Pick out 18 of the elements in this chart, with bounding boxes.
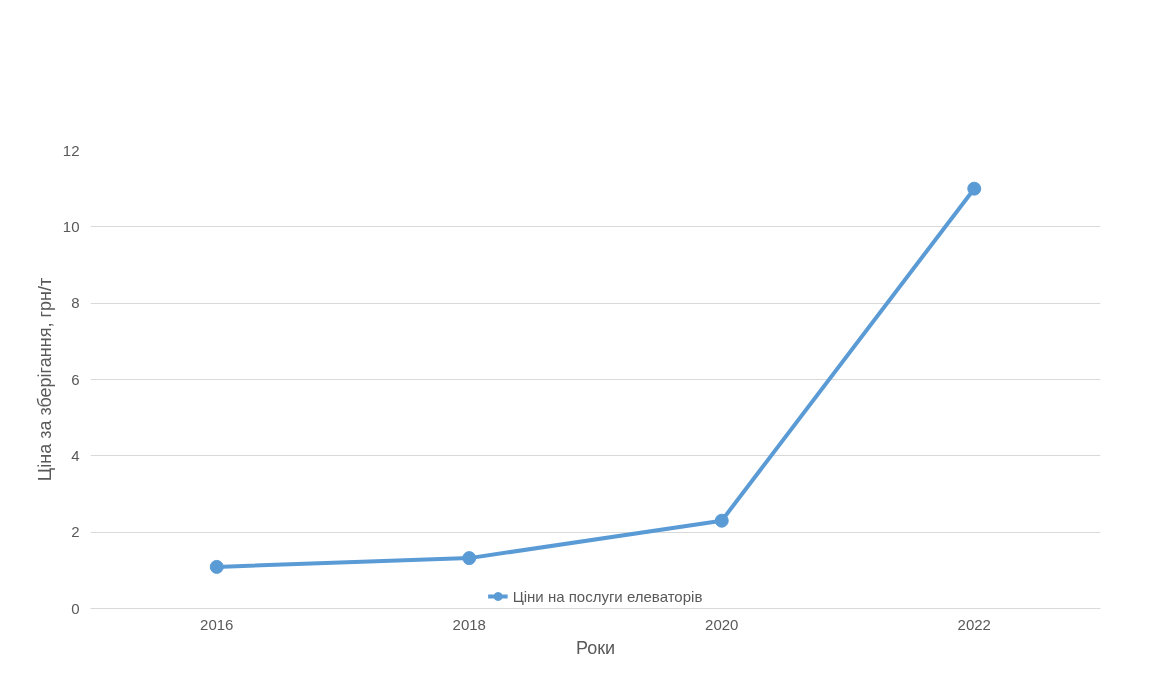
x-tick-label: 2018 (452, 615, 486, 633)
x-tick-label: 2022 (957, 615, 991, 633)
point (967, 181, 982, 196)
x-tick-label: 2016 (200, 615, 234, 633)
y-tick-label: 2 (71, 523, 80, 541)
y-tick-label: 8 (71, 294, 80, 312)
legend-label: Ціни на послуги елеваторів (512, 587, 703, 605)
x-tick-label: 2020 (705, 615, 739, 633)
point (462, 551, 477, 566)
y-tick-label: 12 (62, 141, 80, 159)
point (209, 559, 224, 574)
point (714, 513, 729, 528)
x-axis-title: Роки (575, 637, 616, 658)
y-tick-label: 6 (71, 370, 80, 388)
y-tick-label: 4 (71, 446, 80, 464)
y-tick-label: 10 (62, 217, 80, 235)
y-axis-title: Ціна за зберігання, грн/т (34, 277, 55, 482)
y-tick-label: 0 (71, 599, 80, 617)
